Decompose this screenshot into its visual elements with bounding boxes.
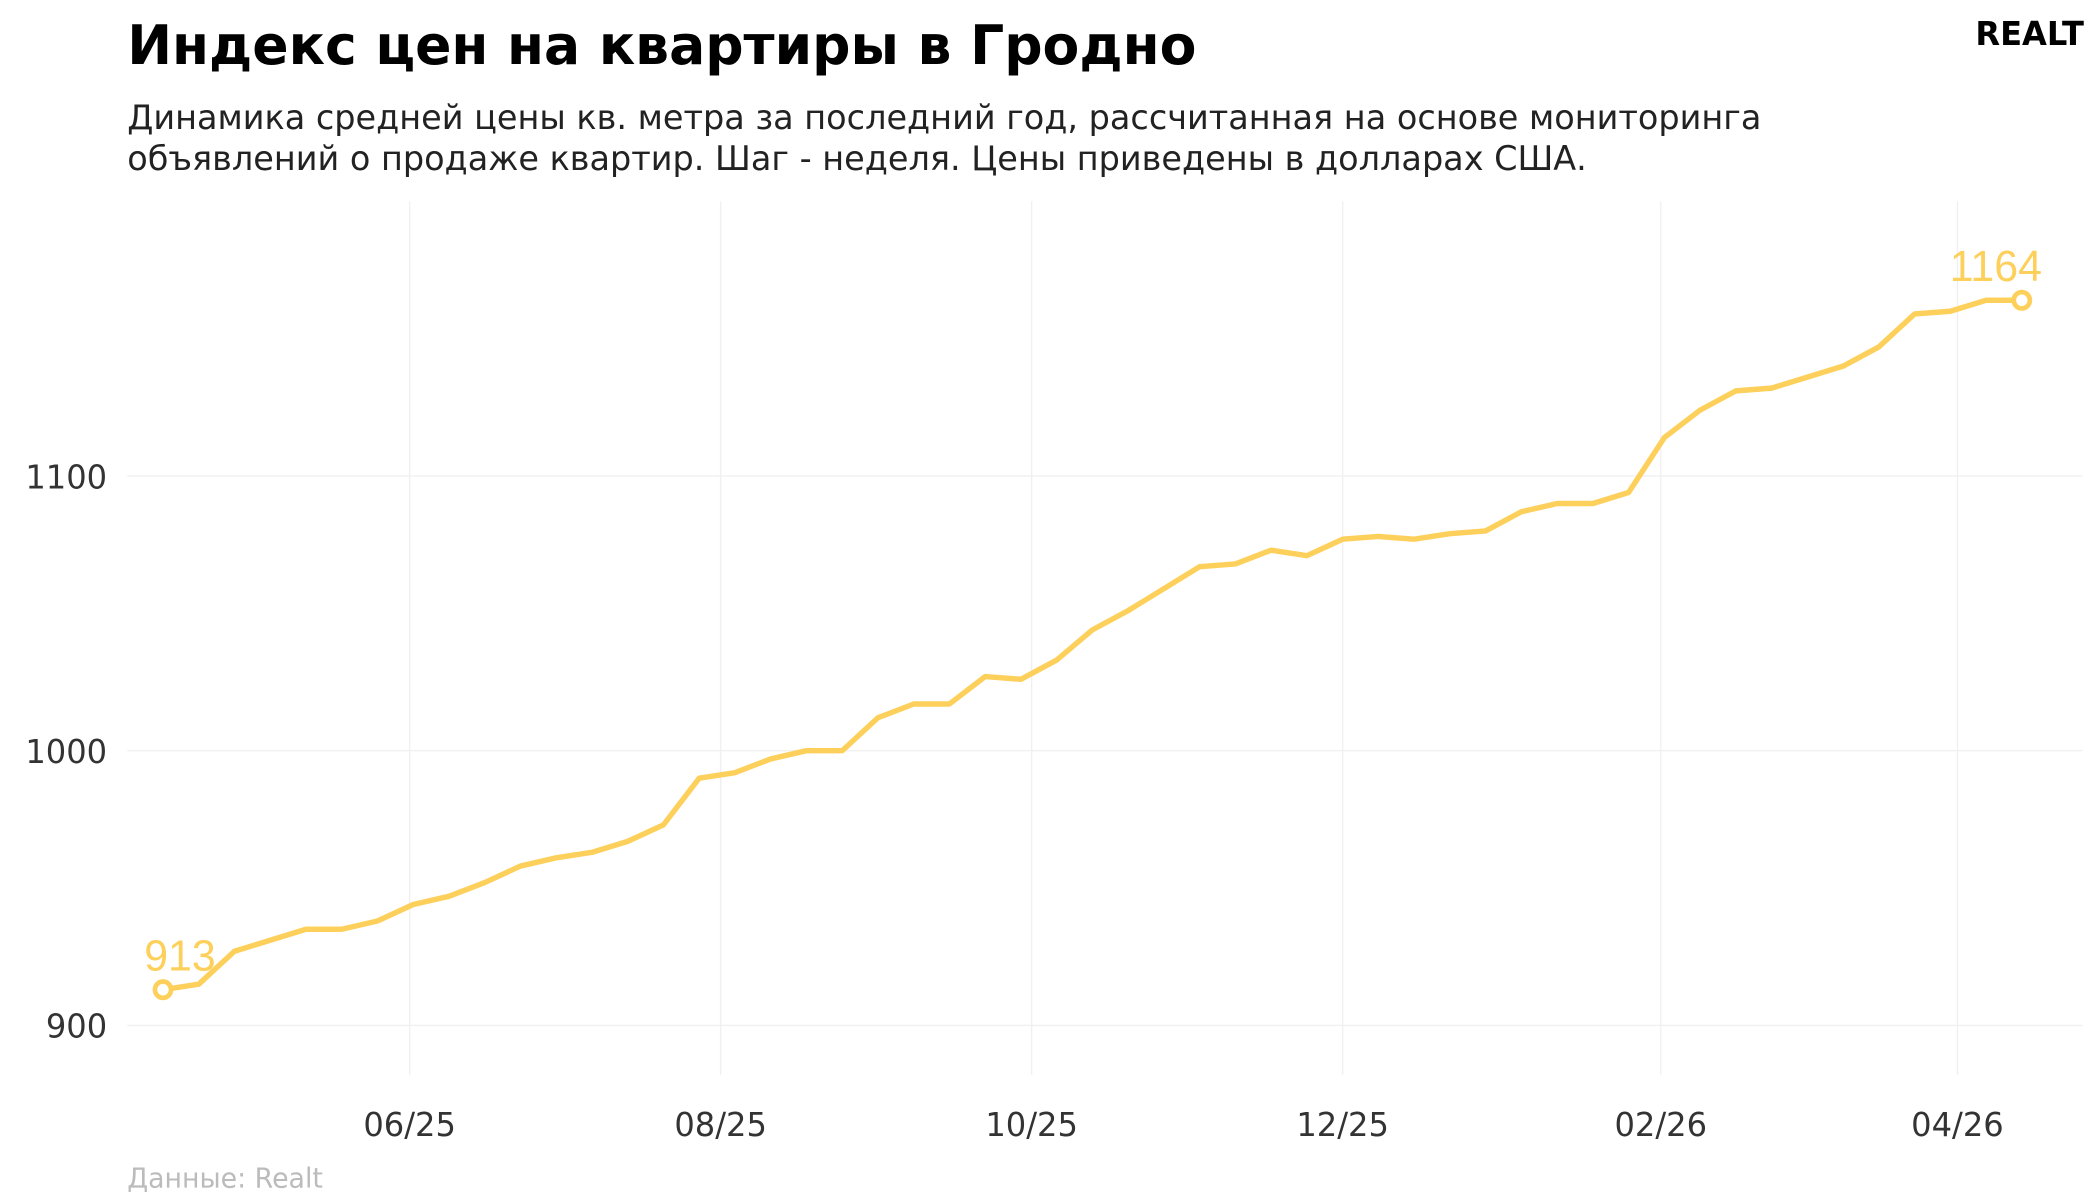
y-tick-label: 1000 — [25, 733, 107, 771]
data-label: 913 — [144, 932, 215, 980]
chart-subtitle: объявлений о продаже квартир. Шаг - неде… — [127, 139, 1587, 178]
data-label: 1164 — [1950, 243, 2042, 291]
y-tick-label: 900 — [46, 1007, 107, 1045]
point-marker — [2011, 289, 2033, 311]
x-tick-label: 02/26 — [1614, 1106, 1707, 1144]
x-tick-label: 06/25 — [363, 1106, 456, 1144]
chart-subtitle: Динамика средней цены кв. метра за после… — [127, 98, 1761, 137]
x-tick-label: 08/25 — [674, 1106, 767, 1144]
point-marker — [152, 979, 174, 1001]
y-tick-label: 1100 — [25, 458, 107, 496]
source: Данные: Realt — [127, 1164, 323, 1195]
chart-title: Индекс цен на квартиры в Гродно — [127, 14, 1196, 77]
logo: REALT — [1975, 15, 2084, 53]
x-tick-label: 04/26 — [1911, 1106, 2004, 1144]
x-tick-label: 10/25 — [985, 1106, 1078, 1144]
line — [162, 297, 2022, 993]
x-tick-label: 12/25 — [1296, 1106, 1389, 1144]
